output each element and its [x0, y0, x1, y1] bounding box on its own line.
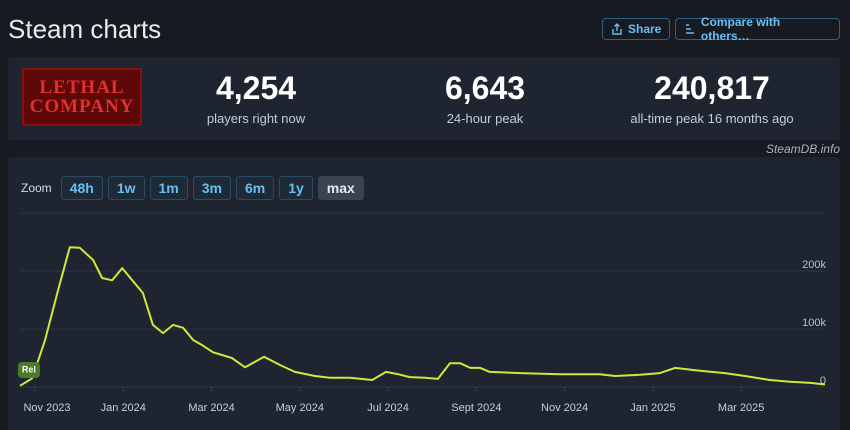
zoom-button[interactable]: 1y: [279, 176, 313, 200]
x-tick-label: May 2024: [276, 402, 324, 414]
zoom-button[interactable]: 1m: [149, 176, 188, 200]
compare-label: Compare with others…: [700, 15, 781, 43]
x-tick-label: Jan 2025: [630, 402, 675, 414]
release-marker: [17, 362, 40, 378]
x-tick-label: Jul 2024: [367, 402, 409, 414]
game-logo: LETHAL COMPANY: [22, 68, 142, 126]
compare-icon: [686, 24, 694, 34]
zoom-button[interactable]: max: [317, 176, 364, 200]
y-tick-label: 200k: [802, 259, 826, 271]
x-tick-label: Mar 2025: [718, 402, 764, 414]
y-tick-label: 0: [820, 375, 826, 387]
stat: 240,817 all-time peak 16 months ago: [602, 70, 822, 126]
zoom-button[interactable]: 3m: [192, 176, 231, 200]
y-tick-label: 100k: [802, 317, 826, 329]
compare-button[interactable]: Compare with others…: [675, 15, 840, 43]
zoom-button[interactable]: 48h: [60, 176, 103, 200]
stat-value: 4,254: [215, 70, 297, 106]
x-tick-label: Sept 2024: [451, 402, 501, 414]
x-tick-label: Mar 2024: [188, 402, 234, 414]
page-title: Steam charts: [8, 14, 162, 44]
stat-label: all-time peak 16 months ago: [630, 111, 794, 126]
stat-value: 6,643: [444, 70, 526, 106]
x-tick-label: Jan 2024: [101, 402, 146, 414]
credit: SteamDB.info: [765, 142, 840, 156]
stat-value: 240,817: [654, 70, 770, 106]
x-tick-label: Nov 2023: [23, 402, 70, 414]
stat: 4,254 players right now: [146, 70, 366, 126]
chart-panel: [8, 157, 840, 430]
release-label: Rel: [22, 364, 36, 374]
zoom-label: Zoom: [21, 181, 52, 195]
share-icon: [612, 23, 622, 35]
zoom-button[interactable]: 1w: [107, 176, 145, 200]
zoom-bar: Zoom 48h 1w 1m 3m 6m 1y max: [21, 176, 364, 200]
logo-line: LETHAL: [39, 77, 125, 98]
logo-line: COMPANY: [29, 96, 135, 117]
stat-label: 24-hour peak: [446, 111, 524, 126]
stat: 6,643 24-hour peak: [375, 70, 595, 126]
share-label: Share: [628, 22, 662, 36]
zoom-button[interactable]: 6m: [235, 176, 275, 200]
x-tick-label: Nov 2024: [541, 402, 588, 414]
stats-panel: [8, 57, 840, 140]
series-line: [19, 246, 826, 387]
stat-label: players right now: [206, 111, 306, 126]
share-button[interactable]: Share: [602, 18, 671, 40]
